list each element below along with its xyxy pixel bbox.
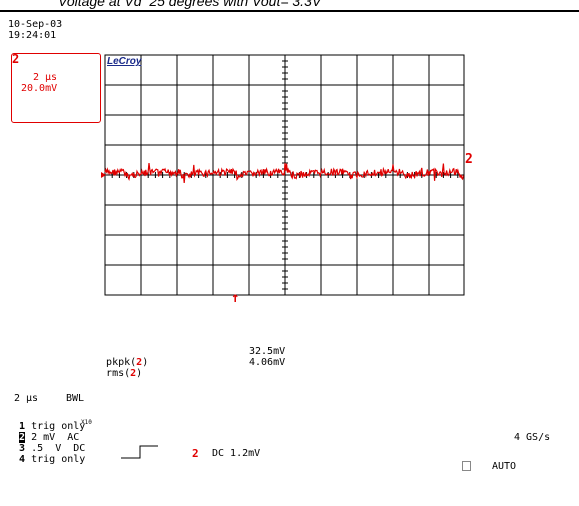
trigger-mode-indicator-icon	[462, 461, 471, 471]
channel-2-row[interactable]: 2 2 mV AC	[7, 421, 79, 443]
channel-3-number: 3	[19, 443, 26, 454]
measurement-name: pkpk	[106, 357, 131, 368]
measurement-channel: 2	[136, 357, 143, 368]
measurement-rms-value: 4.06mV	[249, 357, 286, 368]
channel-1-number: 1	[19, 421, 26, 432]
channel-info-box[interactable]	[11, 53, 101, 123]
trace-ground-marker-icon	[101, 172, 106, 178]
measurement-rms: rms(2)	[106, 368, 143, 379]
channel-4-row[interactable]: 4 trig only	[7, 443, 85, 465]
measurement-pkpk: pkpk(2)	[106, 357, 149, 368]
volts-div-label: 20.0mV	[21, 83, 58, 94]
probe-attenuation-label: X10	[81, 419, 92, 426]
trace-channel-marker: 2	[465, 152, 473, 167]
bwl-indicator: BWL	[66, 393, 85, 404]
measurement-channel: 2	[130, 368, 137, 379]
sample-rate: 4 GS/s	[514, 432, 551, 443]
trigger-position-arrow-icon: ↑	[231, 290, 240, 306]
measurement-name: rms	[106, 368, 125, 379]
channel-2-setting: 2 mV AC	[31, 432, 80, 443]
title-rule	[0, 10, 579, 12]
timebase-setting: 2 µs	[14, 393, 39, 404]
timebase-label: 2 µs	[33, 72, 58, 83]
channel-3-setting: .5 V DC	[31, 443, 86, 454]
lecroy-logo: LeCroy	[107, 56, 142, 67]
time-label: 19:24:01	[8, 30, 57, 41]
channel-3-row[interactable]: 3 .5 V DC	[7, 432, 85, 454]
trigger-coupling-level: DC 1.2mV	[212, 448, 261, 459]
channel-1-setting: trig only	[31, 421, 86, 432]
date-label: 10-Sep-03	[8, 19, 63, 30]
channel-2-number: 2	[19, 432, 26, 443]
trigger-mode: AUTO	[492, 461, 517, 472]
channel-4-number: 4	[19, 454, 26, 465]
channel-number-label: 2	[12, 52, 20, 66]
channel-4-setting: trig only	[31, 454, 86, 465]
measurement-pkpk-value: 32.5mV	[249, 346, 286, 357]
waveform-trace	[104, 162, 464, 184]
channel-1-row[interactable]: 1 trig only	[7, 410, 85, 432]
plot-title: Voltage at Vd 25 degrees with Vout= 3.3V	[58, 0, 322, 9]
trigger-channel: 2	[192, 447, 199, 460]
